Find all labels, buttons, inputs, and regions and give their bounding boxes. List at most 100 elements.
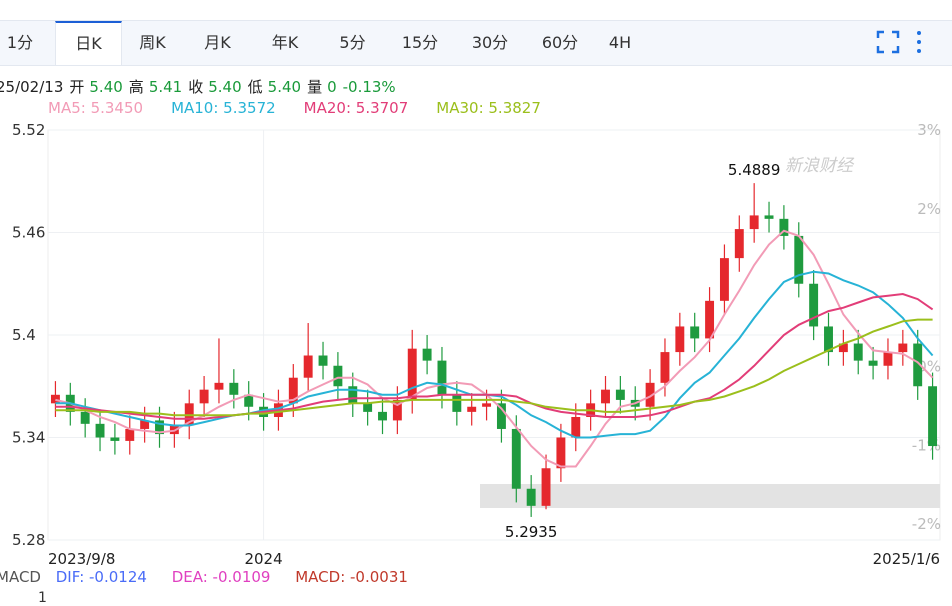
quote-line: 25/02/13 开 5.40 高 5.41 收 5.40 低 5.40 量 0 -0.13% (0, 76, 402, 97)
candle-body (571, 417, 581, 438)
quote-value: 0 (327, 78, 337, 96)
candle-body (526, 488, 536, 506)
candle-body (214, 382, 224, 390)
annotation: 5.4889 (728, 161, 781, 179)
tab[interactable]: 15分 (401, 33, 439, 52)
ma-line (55, 229, 934, 468)
y-tick-label: 5.46 (12, 224, 45, 242)
candle-body (288, 377, 298, 404)
quote-label: 开 (69, 78, 85, 96)
y-tick-label: 5.52 (12, 121, 45, 139)
macd-value: MACD: -0.0031 (295, 568, 408, 586)
tab[interactable]: 30分 (471, 33, 509, 52)
quote-value: 5.40 (267, 78, 302, 96)
toolbar-icons (876, 30, 921, 54)
tab[interactable]: 1分 (6, 33, 34, 52)
candle-body (363, 403, 373, 412)
candle-body (378, 411, 387, 421)
candle-body (928, 386, 938, 447)
candle-body (541, 468, 551, 506)
candle-body (749, 215, 759, 230)
quote-label: 收 (188, 78, 204, 96)
candle-body (125, 428, 135, 441)
candle-body (155, 420, 164, 435)
tab[interactable]: 周K (139, 33, 166, 52)
candle-body (50, 394, 60, 404)
candle-body (422, 348, 432, 361)
candle-body (853, 343, 863, 361)
candle-body (496, 403, 506, 429)
y-tick-label: 5.4 (12, 326, 36, 344)
watermark: 新浪财经 (785, 156, 855, 176)
candle-body (645, 382, 655, 407)
candle-body (392, 399, 402, 421)
y-tick-label: 5.34 (12, 429, 45, 447)
candle-body (80, 411, 90, 424)
macd-title: MACD (0, 568, 41, 586)
macd-axis-label: 1 (38, 590, 47, 606)
tab[interactable]: 年K (271, 33, 299, 52)
tab[interactable]: 日K (55, 21, 122, 65)
candle-body (719, 258, 729, 301)
x-tick-label: 2025/1/6 (873, 550, 940, 565)
macd-line: MACD DIF: -0.0124 DEA: -0.0109 MACD: -0.… (0, 568, 408, 586)
candle-body (556, 437, 566, 469)
candle-body (303, 355, 313, 378)
candle-body (838, 343, 848, 353)
candle-body (140, 420, 150, 429)
tab[interactable]: 4H (608, 33, 632, 52)
candle-body (779, 218, 789, 236)
candle-body (95, 423, 105, 438)
quote-label: 高 (128, 78, 144, 96)
quote-value: 5.40 (89, 78, 123, 96)
candle-body (110, 437, 120, 441)
legend-entry: MA5: 5.3450 (48, 99, 143, 117)
candle-body (229, 382, 239, 395)
candle-body (883, 352, 893, 366)
candle-body (868, 360, 878, 366)
candle-body (511, 428, 521, 489)
candle-body (333, 365, 343, 387)
legend-entry: MA20: 5.3707 (304, 99, 409, 117)
quote-label: 低 (247, 78, 263, 96)
candle-body (913, 343, 923, 387)
candle-body (705, 300, 715, 339)
y2-tick-label: 2% (917, 200, 941, 218)
ma-line (55, 318, 933, 417)
legend-entry: MA10: 5.3572 (171, 99, 276, 117)
candle-body (318, 355, 328, 366)
candle-body (482, 403, 492, 407)
candle-body (601, 389, 610, 404)
y2-tick-label: 3% (917, 121, 941, 139)
candle-body (794, 235, 804, 284)
dea: DEA: -0.0109 (171, 568, 271, 586)
shade (480, 484, 940, 508)
tab[interactable]: 5分 (339, 33, 366, 52)
y-tick-label: 5.28 (12, 531, 45, 549)
quote-value: 5.41 (148, 78, 183, 96)
candle-body (764, 215, 774, 219)
candle-body (348, 386, 358, 404)
y2-tick-label: -2% (912, 515, 941, 533)
quote-date: 25/02/13 (0, 78, 64, 96)
candle-body (809, 283, 819, 327)
ma-line (55, 292, 934, 420)
tab[interactable]: 60分 (541, 33, 579, 52)
tab[interactable]: 月K (204, 33, 231, 52)
candle-body (734, 229, 744, 259)
candle-body (244, 394, 254, 407)
candle-body (660, 352, 670, 383)
candle-body (199, 389, 209, 404)
candle-body (437, 360, 447, 395)
chart: MA5: 5.3450 MA10: 5.3572 MA20: 5.3707 MA30:… (12, 99, 941, 565)
tab-bar: 1分 日K 周K 月K 年K 5分 15分 30分 60分 4H (0, 20, 952, 66)
candle-body (824, 326, 833, 353)
dif: DIF: -0.0124 (55, 568, 147, 586)
x-tick-label: 2023/9/8 (48, 550, 115, 565)
candle-body (615, 389, 625, 400)
candle-body (452, 394, 462, 412)
quote-label: 量 (307, 78, 323, 96)
legend-entry: MA30: 5.3827 (436, 99, 541, 117)
annotation: 5.2935 (505, 523, 558, 541)
